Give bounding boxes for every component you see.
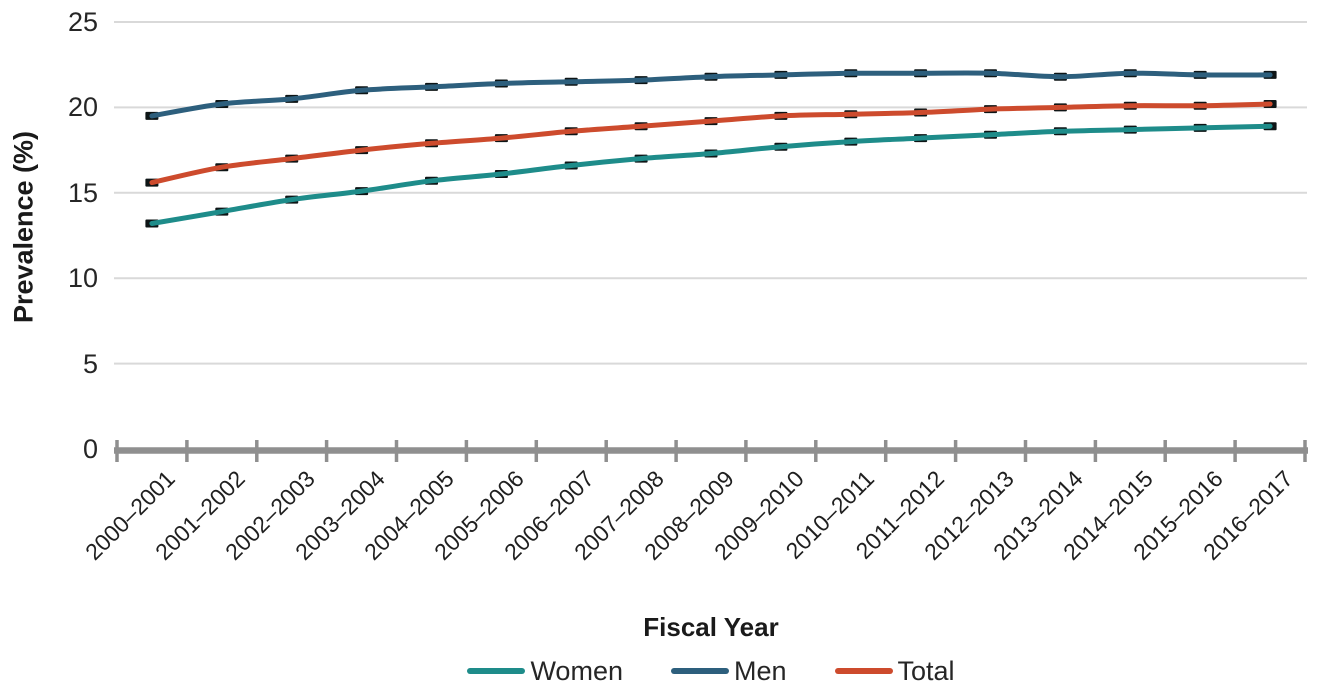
- y-tick-label: 0: [82, 434, 98, 464]
- y-tick-label: 10: [67, 263, 98, 293]
- y-axis-title: Prevalence (%): [8, 130, 39, 324]
- legend-label-women: Women: [530, 656, 623, 686]
- legend: Women Men Total: [117, 656, 1305, 686]
- women-line-swatch: [467, 668, 526, 674]
- men-line-swatch: [670, 668, 729, 674]
- legend-item-total: Total: [834, 656, 955, 686]
- y-tick-label: 20: [67, 92, 98, 122]
- men-line: [149, 70, 1273, 119]
- total-line: [149, 101, 1273, 186]
- y-tick-label: 25: [67, 7, 98, 37]
- legend-label-total: Total: [897, 656, 955, 686]
- legend-item-women: Women: [467, 656, 623, 686]
- x-axis-title: Fiscal Year: [643, 612, 779, 642]
- total-line-swatch: [834, 668, 893, 674]
- y-tick-label: 5: [82, 349, 98, 379]
- y-tick-label: 15: [67, 178, 98, 208]
- women-line: [149, 123, 1273, 226]
- legend-item-men: Men: [670, 656, 787, 686]
- legend-label-men: Men: [733, 656, 787, 686]
